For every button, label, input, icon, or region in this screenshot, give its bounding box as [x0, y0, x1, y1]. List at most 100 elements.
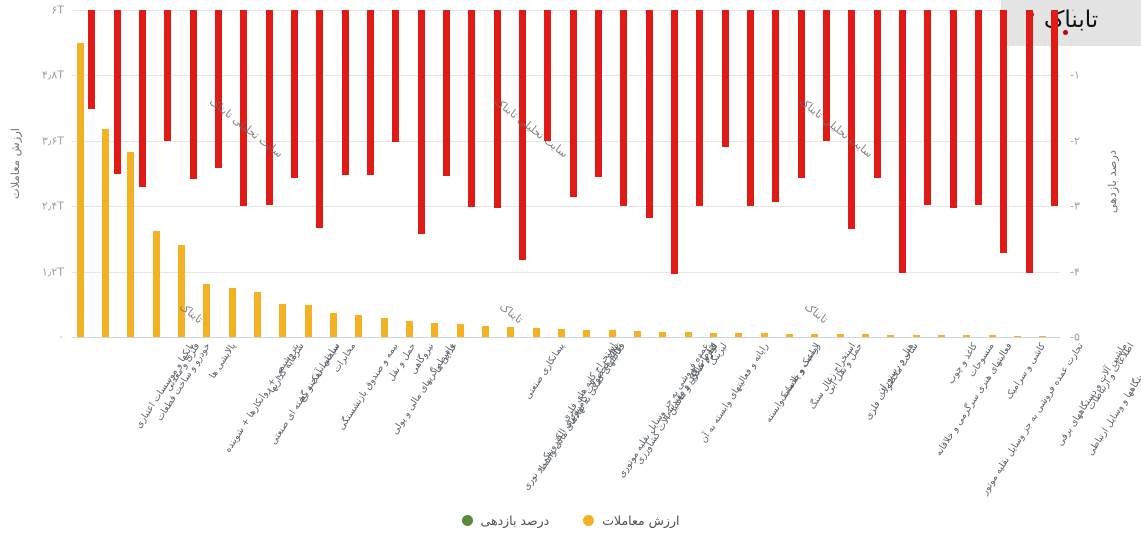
- return-bar[interactable]: [138, 10, 146, 187]
- left-tick-label: ۶T: [51, 3, 64, 17]
- value-bar[interactable]: [253, 292, 261, 337]
- right-tick-label: -۱: [1070, 68, 1080, 82]
- value-bar[interactable]: [456, 324, 464, 337]
- legend-label: درصد بازدهی: [480, 513, 550, 528]
- return-bar[interactable]: [898, 10, 906, 273]
- return-bar[interactable]: [88, 10, 96, 110]
- value-bar[interactable]: [988, 335, 996, 337]
- value-bar[interactable]: [304, 305, 312, 337]
- gridline: [72, 140, 1060, 142]
- value-bar[interactable]: [101, 128, 109, 337]
- return-bar[interactable]: [392, 10, 400, 143]
- return-bar[interactable]: [797, 10, 805, 179]
- tabnak-watermark: تابناک: [1001, 0, 1141, 46]
- return-bar[interactable]: [822, 10, 830, 141]
- return-bar[interactable]: [1000, 10, 1008, 254]
- right-axis-title: درصد بازدهی: [1105, 150, 1119, 214]
- return-bar[interactable]: [924, 10, 932, 205]
- return-bar[interactable]: [949, 10, 957, 208]
- x-axis-labels: بانکها و موسسات اعتباری خودرو و ساخت قطعا…: [72, 341, 1141, 501]
- return-bar[interactable]: [569, 10, 577, 198]
- value-bar[interactable]: [329, 313, 337, 337]
- value-bar[interactable]: [912, 334, 920, 337]
- return-bar[interactable]: [974, 10, 982, 205]
- value-bar[interactable]: [760, 333, 768, 337]
- value-bar[interactable]: [481, 325, 489, 337]
- value-bar[interactable]: [76, 42, 84, 337]
- return-bar[interactable]: [189, 10, 197, 179]
- legend-label: ارزش معاملات: [602, 513, 680, 528]
- return-bar[interactable]: [848, 10, 856, 230]
- value-bar[interactable]: [684, 332, 692, 337]
- value-bar[interactable]: [177, 245, 185, 337]
- value-bar[interactable]: [861, 334, 869, 337]
- value-bar[interactable]: [279, 304, 287, 337]
- plot-area: [72, 10, 1060, 338]
- x-axis-label: پیمانکاری صنعتی: [522, 341, 567, 402]
- return-bar[interactable]: [468, 10, 476, 207]
- return-bar[interactable]: [645, 10, 653, 218]
- value-bar[interactable]: [735, 333, 743, 337]
- legend-item[interactable]: ارزش معاملات: [583, 513, 679, 528]
- legend-swatch-icon: [461, 515, 473, 526]
- return-bar[interactable]: [113, 10, 121, 175]
- right-tick-label: -۳: [1070, 199, 1080, 213]
- watermark-dot-right: [1063, 30, 1068, 35]
- value-bar[interactable]: [557, 328, 565, 337]
- return-bar[interactable]: [518, 10, 526, 261]
- return-bar[interactable]: [366, 10, 374, 175]
- return-bar[interactable]: [240, 10, 248, 207]
- value-bar[interactable]: [532, 327, 540, 337]
- value-bar[interactable]: [152, 231, 160, 337]
- return-bar[interactable]: [620, 10, 628, 207]
- value-bar[interactable]: [583, 329, 591, 337]
- return-bar[interactable]: [873, 10, 881, 179]
- return-bar[interactable]: [1050, 10, 1058, 207]
- return-bar[interactable]: [442, 10, 450, 177]
- return-bar[interactable]: [1025, 10, 1033, 273]
- return-bar[interactable]: [772, 10, 780, 202]
- value-bar[interactable]: [228, 287, 236, 337]
- value-bar[interactable]: [785, 333, 793, 337]
- value-bar[interactable]: [380, 318, 388, 337]
- return-bar[interactable]: [670, 10, 678, 274]
- value-bar[interactable]: [405, 320, 413, 337]
- return-bar[interactable]: [341, 10, 349, 176]
- return-bar[interactable]: [696, 10, 704, 207]
- value-bar[interactable]: [1039, 335, 1047, 337]
- value-bar[interactable]: [836, 334, 844, 337]
- value-bar[interactable]: [709, 332, 717, 337]
- value-bar[interactable]: [811, 333, 819, 337]
- value-bar[interactable]: [1013, 335, 1021, 337]
- return-bar[interactable]: [316, 10, 324, 228]
- value-bar[interactable]: [431, 322, 439, 337]
- value-bar[interactable]: [659, 331, 667, 337]
- chart-legend: درصد بازدهی ارزش معاملات: [0, 513, 1141, 528]
- return-bar[interactable]: [290, 10, 298, 179]
- return-bar[interactable]: [594, 10, 602, 178]
- value-bar[interactable]: [355, 315, 363, 337]
- value-bar[interactable]: [203, 283, 211, 337]
- return-bar[interactable]: [265, 10, 273, 205]
- value-bar[interactable]: [127, 151, 135, 337]
- return-bar[interactable]: [214, 10, 222, 168]
- return-bar[interactable]: [493, 10, 501, 209]
- right-tick-label: ۰: [1070, 3, 1076, 17]
- return-bar[interactable]: [417, 10, 425, 235]
- legend-item[interactable]: درصد بازدهی: [461, 513, 550, 528]
- value-bar[interactable]: [633, 331, 641, 337]
- value-bar[interactable]: [887, 334, 895, 337]
- return-bar[interactable]: [746, 10, 754, 207]
- value-bar[interactable]: [608, 330, 616, 337]
- return-bar[interactable]: [721, 10, 729, 148]
- axis-baseline: [72, 337, 1060, 338]
- return-bar[interactable]: [544, 10, 552, 141]
- value-bar[interactable]: [937, 335, 945, 337]
- left-tick-label: ۰: [58, 330, 64, 344]
- left-tick-label: ۲٫۴T: [41, 199, 64, 213]
- x-axis-label: هتل و رستوران: [874, 341, 916, 397]
- value-bar[interactable]: [507, 326, 515, 337]
- return-bar[interactable]: [164, 10, 172, 141]
- value-bar[interactable]: [963, 335, 971, 337]
